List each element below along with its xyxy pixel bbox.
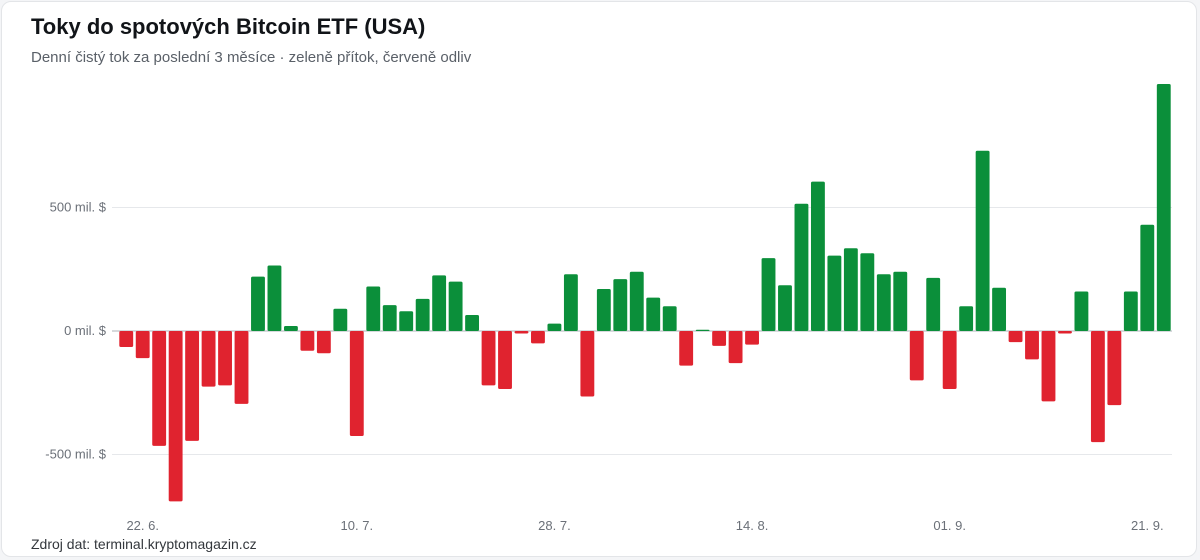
inflow-bar[interactable] [448,281,463,331]
inflow-bar[interactable] [563,274,578,331]
inflow-bar[interactable] [810,181,825,331]
chart-subtitle: Denní čistý tok za poslední 3 měsíce · z… [31,49,472,66]
outflow-bar[interactable] [531,331,545,344]
inflow-bar[interactable] [1074,291,1089,331]
outflow-bar[interactable] [300,331,315,351]
outflow-bar[interactable] [942,331,957,390]
chart-title: Toky do spotových Bitcoin ETF (USA) [31,14,426,39]
inflow-bar[interactable] [926,277,941,331]
inflow-bar[interactable] [695,329,710,331]
inflow-bar[interactable] [613,279,628,331]
inflow-bar[interactable] [596,289,611,331]
outflow-bar[interactable] [514,331,529,334]
inflow-bar[interactable] [794,203,809,331]
outflow-bar[interactable] [580,331,595,397]
inflow-bar[interactable] [267,265,282,331]
outflow-bar[interactable] [498,331,512,390]
y-tick-label: 500 mil. $ [50,200,107,215]
inflow-bar[interactable] [1140,224,1155,331]
outflow-bar[interactable] [152,331,167,446]
outflow-bar[interactable] [168,331,183,502]
inflow-bar[interactable] [629,271,644,331]
outflow-bar[interactable] [135,331,150,359]
inflow-bar[interactable] [778,285,792,331]
inflow-bar[interactable] [761,258,776,331]
inflow-bar[interactable] [959,306,974,331]
inflow-bar[interactable] [860,253,875,331]
inflow-bar[interactable] [465,314,480,331]
x-tick-label: 22. 6. [126,518,159,533]
inflow-bar[interactable] [283,326,298,331]
inflow-bar[interactable] [366,286,381,331]
x-tick-label: 28. 7. [538,518,571,533]
inflow-bar[interactable] [333,308,348,331]
outflow-bar[interactable] [201,331,216,387]
inflow-bar[interactable] [415,298,430,331]
outflow-bar[interactable] [185,331,200,441]
inflow-bar[interactable] [399,311,414,331]
inflow-bar[interactable] [992,287,1007,331]
inflow-bar[interactable] [843,248,858,331]
outflow-bar[interactable] [728,331,743,364]
outflow-bar[interactable] [316,331,331,354]
outflow-bar[interactable] [1025,331,1039,360]
inflow-bar[interactable] [876,274,891,331]
x-tick-label: 21. 9. [1131,518,1164,533]
data-source-note: Zdroj dat: terminal.kryptomagazin.cz [31,536,257,552]
inflow-bar[interactable] [382,305,397,331]
outflow-bar[interactable] [712,331,727,346]
x-tick-label: 01. 9. [933,518,966,533]
inflow-bar[interactable] [547,323,562,331]
inflow-bar[interactable] [251,276,265,331]
inflow-bar[interactable] [827,255,842,331]
outflow-bar[interactable] [1008,331,1023,343]
outflow-bar[interactable] [1090,331,1105,443]
outflow-bar[interactable] [349,331,364,436]
outflow-bar[interactable] [679,331,694,366]
outflow-bar[interactable] [1107,331,1122,406]
inflow-bar[interactable] [662,306,677,331]
inflow-bar[interactable] [432,275,447,331]
inflow-bar[interactable] [975,150,990,331]
inflow-bar[interactable] [1123,291,1138,331]
outflow-bar[interactable] [481,331,496,386]
outflow-bar[interactable] [909,331,924,381]
x-tick-label: 14. 8. [736,518,769,533]
y-tick-label: -500 mil. $ [45,447,106,462]
outflow-bar[interactable] [218,331,232,386]
x-tick-label: 10. 7. [341,518,374,533]
inflow-bar[interactable] [893,271,908,331]
y-tick-label: 0 mil. $ [64,323,107,338]
outflow-bar[interactable] [119,331,134,348]
inflow-bar[interactable] [646,297,661,331]
outflow-bar[interactable] [234,331,249,404]
outflow-bar[interactable] [745,331,759,345]
outflow-bar[interactable] [1058,331,1072,334]
inflow-bar[interactable] [1156,84,1171,331]
outflow-bar[interactable] [1041,331,1056,402]
